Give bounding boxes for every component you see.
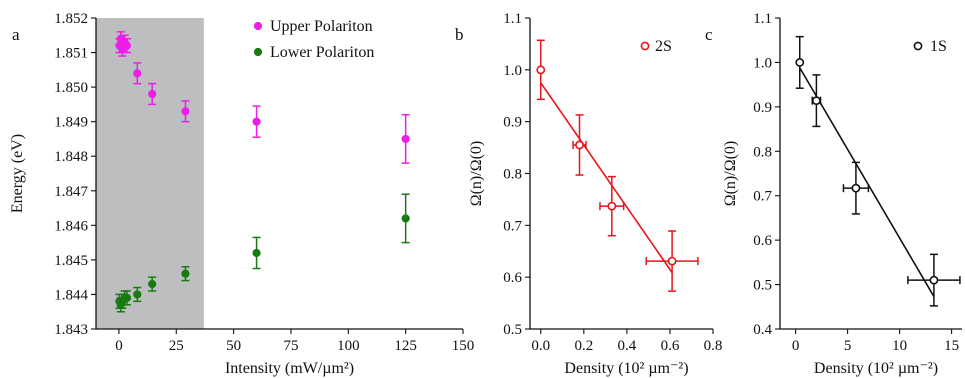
panel-b-data-point	[575, 140, 584, 150]
panel-a-y-tick-label: 1.846	[54, 218, 88, 234]
panel-b-y-tick-label: 0.7	[503, 218, 522, 234]
panel-b-y-tick-label: 0.6	[503, 270, 522, 286]
panel-a-letter: a	[12, 25, 20, 44]
panel-a-data-point	[148, 89, 157, 99]
panel-a-x-tick-label: 50	[226, 338, 241, 354]
panel-c-y-tick-label: 0.5	[753, 278, 772, 294]
panel-a-data-point	[148, 279, 157, 289]
panel-a-data-point	[133, 290, 142, 299]
panel-a-data-point	[252, 248, 261, 258]
panel-a-y-tick-label: 1.843	[54, 322, 88, 338]
panel-c-legend-label: 1S	[930, 38, 947, 55]
panel-b-legend-marker	[640, 41, 650, 51]
panel-b-legend-label: 2S	[655, 38, 672, 55]
panel-b-fit-line	[540, 82, 673, 273]
panel-c-y-tick-label: 0.8	[753, 144, 772, 160]
panel-a-y-tick-label: 1.851	[54, 46, 88, 62]
panel-c-fit-line	[799, 67, 935, 297]
panel-c-legend-marker	[913, 41, 923, 51]
panel-a-data-point	[181, 269, 190, 278]
panel-a-y-axis-label: Energy (eV)	[9, 134, 26, 213]
panel-a-legend-label: Lower Polariton	[270, 44, 374, 61]
panel-a-y-tick-label: 1.849	[54, 115, 88, 131]
panel-c-y-tick-label: 0.9	[753, 100, 772, 116]
panel-c-data-point	[851, 183, 861, 193]
panel-b-x-tick-label: 0.8	[704, 338, 723, 354]
panel-c-x-tick-label: 10	[892, 338, 907, 354]
panel-b-y-tick-label: 0.8	[503, 167, 522, 183]
panel-c-data-point	[929, 275, 939, 285]
panel-b-y-axis-label: Ω(n)/Ω(0)	[468, 141, 485, 207]
panel-a-x-tick-label: 100	[337, 338, 360, 354]
panel-a-x-tick-label: 25	[169, 338, 184, 354]
panel-a-x-tick-label: 0	[115, 338, 123, 354]
panel-a-x-tick-label: 150	[452, 338, 475, 354]
panel-b-letter: b	[455, 25, 464, 44]
panel-c-y-tick-label: 0.7	[753, 189, 772, 205]
panel-a-y-tick-label: 1.847	[54, 184, 88, 200]
panel-c-x-tick-label: 0	[792, 338, 800, 354]
panel-a-y-tick-label: 1.852	[54, 11, 88, 27]
panel-c-y-tick-label: 1.0	[753, 55, 772, 71]
panel-c-y-tick-label: 0.4	[753, 322, 772, 338]
panel-b-data-point	[536, 65, 546, 75]
panel-b-y-tick-label: 1.0	[503, 63, 522, 79]
panel-a-data-point	[122, 41, 132, 50]
panel-b-x-tick-label: 0.4	[618, 338, 637, 354]
panel-c-letter: c	[705, 25, 713, 44]
panel-a-data-point	[252, 117, 261, 126]
panel-c-y-tick-label: 0.6	[753, 233, 772, 249]
panel-a-data-point	[133, 69, 142, 78]
panel-b-data-point	[607, 201, 617, 211]
panel-a-x-axis-label: Intensity (mW/µm²)	[225, 360, 354, 377]
panel-b-x-tick-label: 0.6	[661, 338, 680, 354]
panel-a-x-tick-label: 125	[394, 338, 417, 354]
panel-b-y-tick-label: 1.1	[503, 11, 522, 27]
panel-a-y-tick-label: 1.844	[54, 287, 88, 303]
panel-a-y-tick-label: 1.850	[54, 80, 88, 96]
panel-b-y-tick-label: 0.9	[503, 115, 522, 131]
panel-c-x-tick-label: 15	[944, 338, 959, 354]
panel-b-x-tick-label: 0.2	[574, 338, 593, 354]
panel-c-x-axis-label: Density (10² µm⁻²)	[814, 360, 938, 377]
panel-c-data-point	[812, 96, 821, 106]
panel-c-y-tick-label: 1.1	[753, 11, 772, 27]
panel-a-legend-marker	[253, 21, 263, 31]
panel-b-y-tick-label: 0.5	[503, 322, 522, 338]
panel-b-x-axis-label: Density (10² µm⁻²)	[564, 360, 688, 377]
panel-b-x-tick-label: 0.0	[531, 338, 550, 354]
panel-c-data-point	[795, 58, 805, 67]
panel-a-data-point	[122, 293, 132, 302]
panel-c-x-tick-label: 5	[844, 338, 852, 354]
panel-a-y-tick-label: 1.848	[54, 149, 88, 165]
panel-a-data-point	[401, 214, 410, 223]
panel-a-x-tick-label: 75	[283, 338, 298, 354]
panel-c-y-axis-label: Ω(n)/Ω(0)	[722, 141, 739, 207]
panel-a-legend-marker	[253, 47, 263, 57]
panel-a-data-point	[181, 107, 190, 116]
panel-b-data-point	[667, 256, 677, 266]
panel-a-legend-label: Upper Polariton	[270, 18, 373, 35]
panel-a-data-point	[401, 134, 410, 144]
panel-a-y-tick-label: 1.845	[54, 253, 88, 269]
